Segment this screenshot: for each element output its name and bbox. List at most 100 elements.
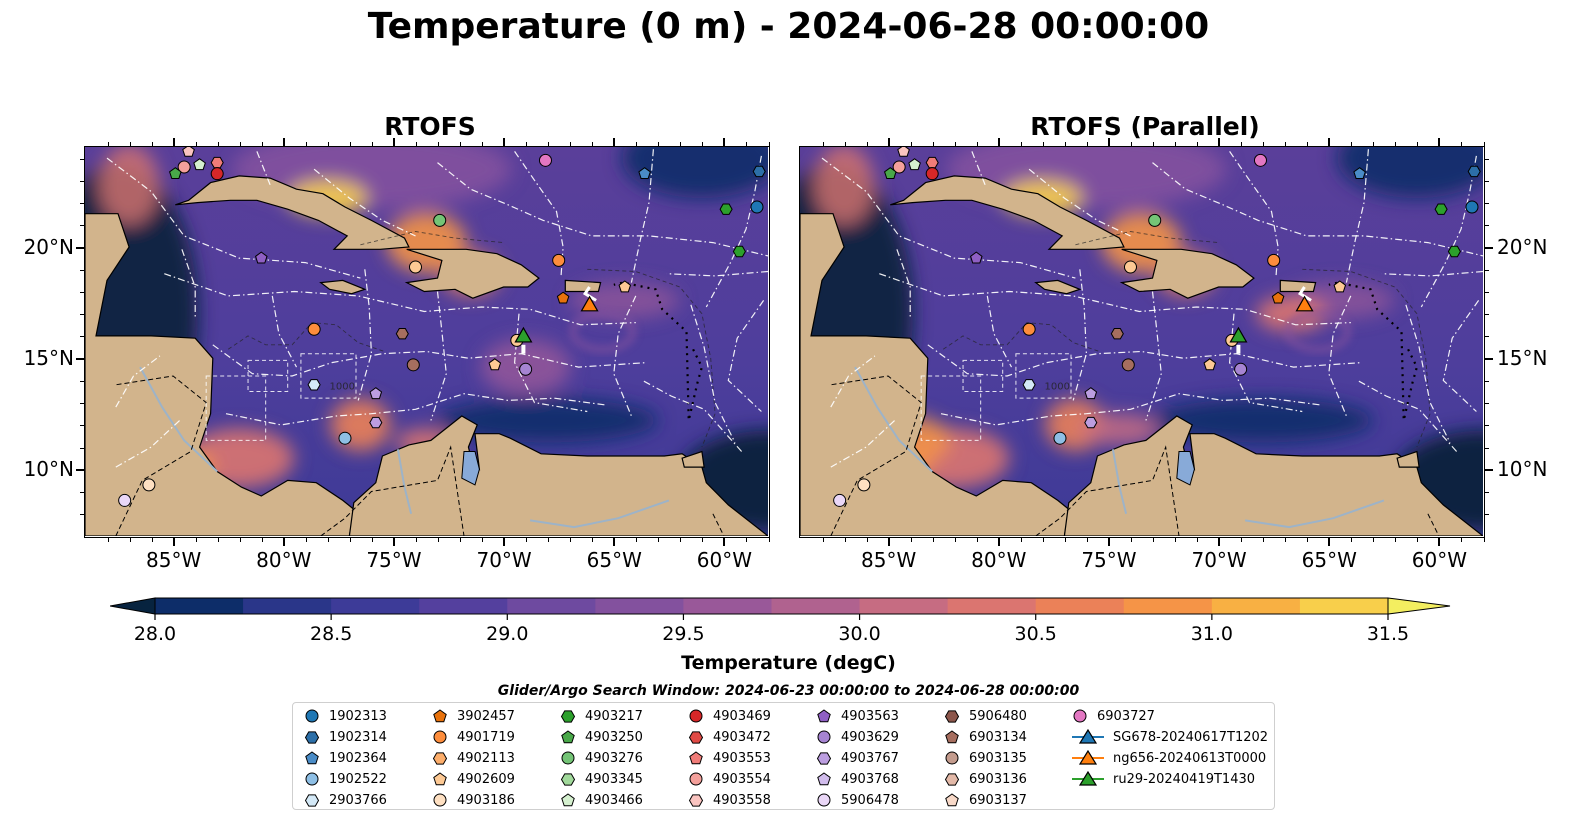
argo-float-marker — [369, 416, 383, 429]
lon-major-tick — [723, 538, 726, 546]
legend-label: 6903136 — [969, 771, 1027, 787]
lat-minor-tick — [80, 203, 84, 205]
land-trinidad — [681, 450, 705, 468]
triangle-line-marker-icon — [1072, 749, 1104, 765]
hexagon-marker-icon — [560, 710, 576, 723]
bathymetry-1000m-north — [1075, 231, 1219, 246]
lon-minor-tick — [1461, 538, 1463, 542]
legend-entry: 4903276 — [559, 748, 643, 768]
eez-boundary — [690, 304, 736, 443]
warm-yucatan — [814, 147, 875, 225]
lon-minor-tick — [305, 538, 307, 542]
argo-float-marker — [897, 147, 910, 157]
legend-label: 4903554 — [713, 771, 771, 787]
argo-float-marker — [1271, 291, 1285, 304]
triangle-line-marker-icon — [1072, 728, 1104, 744]
argo-float-marker — [1467, 165, 1481, 178]
lon-minor-tick — [129, 538, 131, 542]
legend-entry: 1902314 — [303, 727, 387, 747]
pentagon-marker-icon — [817, 772, 831, 786]
legend-entry: 5906478 — [815, 790, 899, 810]
lon-minor-tick — [1086, 142, 1088, 146]
argo-float-marker — [892, 160, 906, 174]
lon-minor-tick — [702, 538, 704, 542]
eez-box — [920, 375, 982, 441]
argo-float-marker — [142, 478, 156, 492]
lat-minor-tick — [1485, 514, 1489, 516]
lon-minor-tick — [768, 538, 770, 542]
lon-minor-tick — [482, 142, 484, 146]
lon-major-tick — [1438, 538, 1441, 546]
eez-boundary — [986, 295, 1013, 368]
legend-label: 1902364 — [329, 750, 387, 766]
lon-minor-tick — [217, 538, 219, 542]
bathymetry-1000m-north — [360, 231, 504, 246]
eez-boundary — [1328, 295, 1352, 417]
lat-minor-tick — [80, 425, 84, 427]
lon-minor-tick — [680, 142, 682, 146]
warm-yucatan — [99, 147, 160, 225]
lon-minor-tick — [844, 142, 846, 146]
legend-entry: 6903134 — [943, 727, 1027, 747]
lon-minor-tick — [910, 142, 912, 146]
argo-float-marker — [884, 167, 897, 179]
lon-major-tick — [172, 538, 175, 546]
argo-float-marker — [177, 160, 191, 174]
country-border-guyana — [1427, 513, 1440, 536]
lon-minor-tick — [932, 538, 934, 542]
lon-minor-tick — [932, 142, 934, 146]
lake-maracaibo — [461, 451, 480, 486]
circle-marker-icon — [945, 751, 959, 765]
eez-boundary — [1072, 269, 1088, 401]
argo-float-marker — [1203, 358, 1217, 371]
lon-minor-tick — [822, 142, 824, 146]
lon-minor-tick — [1042, 142, 1044, 146]
colorbar-segment — [243, 598, 332, 614]
lat-tick-label: 10°N — [1497, 456, 1548, 481]
lon-minor-tick — [570, 538, 572, 542]
eez-boundary — [830, 355, 876, 408]
colorbar-extend-low — [110, 597, 156, 615]
circle-marker-icon — [817, 793, 831, 807]
lon-minor-tick — [438, 142, 440, 146]
colorbar-tick-label: 30.5 — [1015, 623, 1057, 645]
pentagon-marker-icon — [561, 730, 575, 744]
argo-float-marker — [210, 156, 224, 169]
lon-minor-tick — [746, 538, 748, 542]
eez-boundary — [313, 168, 416, 237]
legend-label: 4902609 — [457, 771, 515, 787]
pentagon-marker-icon — [817, 709, 831, 723]
bathymetry-label: 1000 — [1045, 381, 1070, 392]
legend-label: ru29-20240419T1430 — [1113, 771, 1256, 787]
eez-boundary — [705, 155, 762, 308]
lon-minor-tick — [976, 142, 978, 146]
lon-minor-tick — [1175, 142, 1177, 146]
argo-float-marker — [210, 167, 224, 181]
hexagon-marker-icon — [816, 752, 832, 765]
eez-boundary — [896, 249, 911, 319]
country-borders-south-america — [1035, 445, 1180, 536]
legend-label: 6903137 — [969, 792, 1027, 808]
lon-tick-label: 70°W — [1191, 548, 1247, 572]
lon-minor-tick — [570, 142, 572, 146]
lon-tick-label: 65°W — [586, 548, 642, 572]
lon-minor-tick — [371, 538, 373, 542]
legend-entry: 6903727 — [1071, 706, 1155, 726]
lon-major-tick — [887, 138, 890, 146]
eez-boundary — [940, 393, 1321, 426]
lon-minor-tick — [195, 538, 197, 542]
legend-label: 4903768 — [841, 771, 899, 787]
argo-float-marker — [1084, 387, 1098, 400]
lon-minor-tick — [107, 142, 109, 146]
eez-boundary — [437, 162, 768, 257]
circle-marker-icon — [305, 709, 319, 723]
eez-boundary — [642, 379, 743, 452]
argo-float-marker — [1447, 245, 1461, 258]
ocean-eddy — [568, 309, 637, 354]
legend-entry: 6903136 — [943, 769, 1027, 789]
colorbar-segment — [331, 598, 420, 614]
legend-label: 4903217 — [585, 708, 643, 724]
lon-major-tick — [887, 538, 890, 546]
eez-boundary — [225, 393, 606, 426]
colorbar-segment — [859, 598, 949, 614]
